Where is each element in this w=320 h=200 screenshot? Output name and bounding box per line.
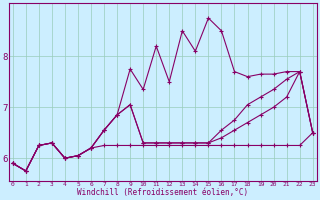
X-axis label: Windchill (Refroidissement éolien,°C): Windchill (Refroidissement éolien,°C) bbox=[77, 188, 248, 197]
